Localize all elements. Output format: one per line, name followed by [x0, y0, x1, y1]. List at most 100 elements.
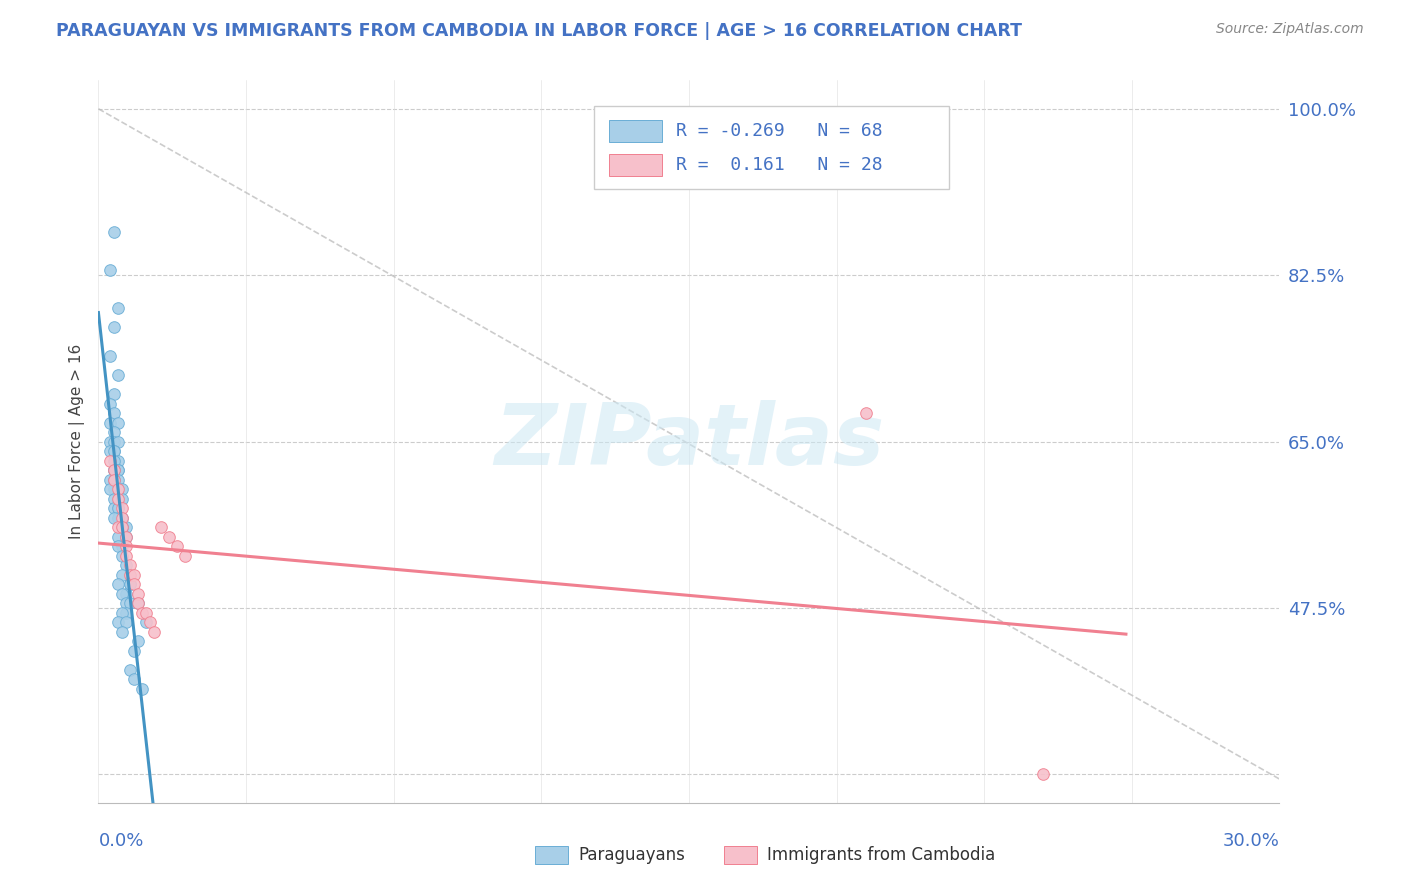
- Point: [111, 510, 134, 524]
- Point: [115, 558, 138, 573]
- Point: [111, 606, 134, 620]
- Point: [103, 444, 125, 458]
- Point: [111, 501, 134, 516]
- Bar: [609, 154, 662, 176]
- Point: [107, 453, 129, 467]
- Point: [111, 539, 134, 553]
- Point: [131, 606, 153, 620]
- Point: [115, 530, 138, 544]
- Text: Source: ZipAtlas.com: Source: ZipAtlas.com: [1216, 22, 1364, 37]
- Point: [103, 491, 125, 506]
- Point: [115, 606, 138, 620]
- Text: ZIPatlas: ZIPatlas: [494, 400, 884, 483]
- Point: [103, 387, 125, 401]
- Point: [122, 567, 145, 582]
- Point: [103, 482, 125, 496]
- Point: [115, 539, 138, 553]
- Point: [131, 681, 153, 696]
- Bar: [724, 847, 758, 864]
- Point: [103, 463, 125, 477]
- Point: [115, 549, 138, 563]
- Point: [115, 530, 138, 544]
- Point: [107, 530, 129, 544]
- Point: [107, 577, 129, 591]
- Text: 30.0%: 30.0%: [1223, 831, 1279, 850]
- Point: [107, 463, 129, 477]
- Point: [118, 596, 141, 610]
- Point: [107, 501, 129, 516]
- Point: [111, 510, 134, 524]
- Point: [135, 615, 157, 630]
- Point: [115, 587, 138, 601]
- Point: [107, 491, 129, 506]
- Point: [115, 596, 138, 610]
- Text: R = -0.269   N = 68: R = -0.269 N = 68: [676, 122, 883, 140]
- Point: [135, 606, 157, 620]
- Point: [103, 320, 125, 334]
- Point: [103, 463, 125, 477]
- Point: [1032, 767, 1054, 781]
- Point: [111, 520, 134, 534]
- Point: [107, 615, 129, 630]
- Point: [122, 577, 145, 591]
- Point: [855, 406, 877, 420]
- Point: [103, 434, 125, 449]
- Point: [107, 434, 129, 449]
- Point: [118, 663, 141, 677]
- Point: [174, 549, 197, 563]
- Point: [98, 444, 121, 458]
- Y-axis label: In Labor Force | Age > 16: In Labor Force | Age > 16: [69, 344, 86, 539]
- Point: [138, 615, 160, 630]
- Point: [107, 510, 129, 524]
- Point: [107, 416, 129, 430]
- Point: [103, 473, 125, 487]
- Point: [157, 530, 180, 544]
- Point: [111, 491, 134, 506]
- Point: [127, 596, 149, 610]
- Point: [115, 520, 138, 534]
- Point: [111, 549, 134, 563]
- Bar: [595, 105, 949, 189]
- Text: Immigrants from Cambodia: Immigrants from Cambodia: [766, 846, 995, 863]
- Text: PARAGUAYAN VS IMMIGRANTS FROM CAMBODIA IN LABOR FORCE | AGE > 16 CORRELATION CHA: PARAGUAYAN VS IMMIGRANTS FROM CAMBODIA I…: [56, 22, 1022, 40]
- Point: [98, 482, 121, 496]
- Point: [107, 539, 129, 553]
- Point: [111, 624, 134, 639]
- Point: [122, 643, 145, 657]
- Point: [115, 615, 138, 630]
- Point: [103, 425, 125, 439]
- Point: [103, 453, 125, 467]
- Point: [127, 587, 149, 601]
- Point: [103, 501, 125, 516]
- Point: [118, 567, 141, 582]
- Point: [103, 406, 125, 420]
- Point: [103, 444, 125, 458]
- Point: [103, 226, 125, 240]
- Point: [103, 473, 125, 487]
- Point: [107, 520, 129, 534]
- Point: [111, 587, 134, 601]
- Point: [122, 672, 145, 686]
- Text: R =  0.161   N = 28: R = 0.161 N = 28: [676, 156, 883, 174]
- Point: [107, 501, 129, 516]
- Point: [107, 491, 129, 506]
- Point: [118, 577, 141, 591]
- Point: [118, 558, 141, 573]
- Point: [98, 453, 121, 467]
- Point: [127, 596, 149, 610]
- Point: [150, 520, 173, 534]
- Point: [107, 368, 129, 382]
- Point: [103, 463, 125, 477]
- Point: [111, 567, 134, 582]
- Point: [142, 624, 165, 639]
- Point: [107, 463, 129, 477]
- Bar: [609, 120, 662, 142]
- Point: [98, 349, 121, 363]
- Point: [98, 396, 121, 410]
- Point: [111, 482, 134, 496]
- Point: [107, 482, 129, 496]
- Point: [118, 577, 141, 591]
- Text: 0.0%: 0.0%: [98, 831, 143, 850]
- Text: Paraguayans: Paraguayans: [578, 846, 685, 863]
- Bar: [536, 847, 568, 864]
